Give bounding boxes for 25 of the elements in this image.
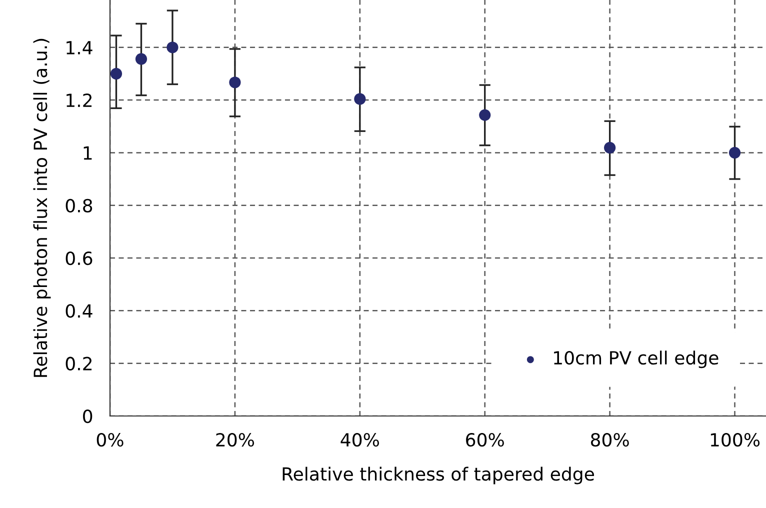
y-tick-label: 1.4 xyxy=(66,41,92,54)
point xyxy=(354,93,366,105)
legend-label: 10cm PV cell edge xyxy=(554,350,718,368)
x-tick-label: 100% xyxy=(710,432,760,447)
point xyxy=(229,76,241,88)
point xyxy=(728,146,741,159)
y-tick-label: 0 xyxy=(83,409,92,424)
point xyxy=(604,142,616,154)
y-tick-label: 0.6 xyxy=(66,251,92,266)
y-tick-label: 1 xyxy=(84,146,92,160)
point xyxy=(135,53,148,65)
x-tick-label: 40% xyxy=(340,432,379,447)
point xyxy=(110,68,122,80)
x-tick-label: 0% xyxy=(96,432,124,447)
x-tick-label: 80% xyxy=(590,432,629,447)
x-tick-label: 20% xyxy=(216,432,254,447)
x-axis-title: Relative thickness of tapered edge xyxy=(282,466,594,484)
y-tick-label: 1.2 xyxy=(66,94,92,107)
point xyxy=(166,42,178,54)
y-tick-label: 0.4 xyxy=(66,304,92,318)
point xyxy=(479,109,491,121)
x-tick-label: 60% xyxy=(466,432,504,447)
y-axis-title: Relative photon flux into PV cell (a.u.) xyxy=(33,38,51,377)
y-tick-label: 0.2 xyxy=(66,356,92,370)
y-tick-label: 0.8 xyxy=(66,198,92,212)
